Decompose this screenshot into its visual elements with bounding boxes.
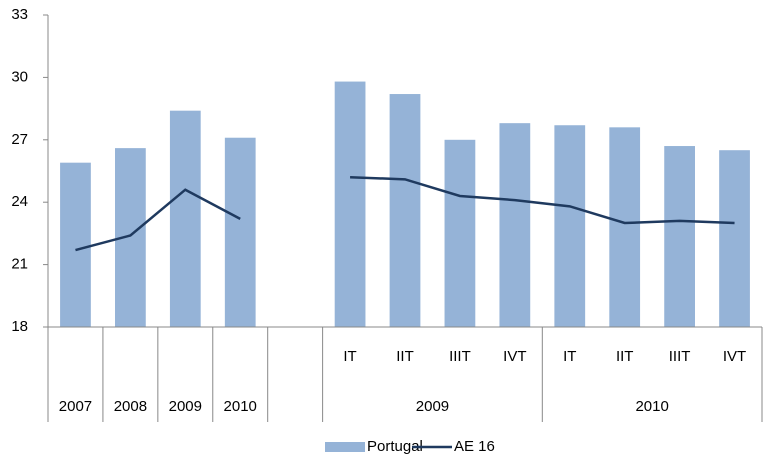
x-tick-label: IIIT: [449, 348, 471, 365]
line: [75, 175, 735, 252]
bar: [554, 125, 586, 328]
bar: [719, 150, 750, 327]
x-group-label: 2010: [224, 398, 257, 415]
bar: [389, 94, 421, 327]
x-tick-label: IVT: [723, 348, 746, 365]
y-tick-label: 24: [11, 193, 28, 210]
bar: [444, 139, 476, 327]
legend-label: AE 16: [454, 438, 495, 455]
x-tick-label: IVT: [503, 348, 526, 365]
x-tick-label: IT: [563, 348, 576, 365]
x-group-label: 2010: [635, 398, 668, 415]
x-tick-label: IT: [343, 348, 356, 365]
legend-swatch: [325, 442, 365, 452]
y-tick-label: 21: [11, 256, 28, 273]
x-group-label: 2009: [416, 398, 449, 415]
legend-label: Portugal: [367, 438, 423, 455]
x-group-label: 2009: [169, 398, 202, 415]
bar: [224, 137, 256, 327]
x-tick-label: IIT: [396, 348, 414, 365]
bar: [169, 110, 201, 328]
bar: [609, 127, 641, 327]
x-group-label: 2007: [59, 398, 92, 415]
bar: [664, 146, 695, 327]
bar: [499, 123, 531, 327]
x-tick-label: IIT: [616, 348, 634, 365]
x-tick-label: IIIT: [669, 348, 691, 365]
y-tick-label: 27: [11, 131, 28, 148]
y-tick-label: 18: [11, 318, 28, 335]
bar: [334, 81, 366, 327]
bar: [60, 162, 91, 327]
y-tick-label: 33: [11, 6, 28, 23]
x-group-label: 2008: [114, 398, 147, 415]
y-tick-label: 30: [11, 68, 28, 85]
